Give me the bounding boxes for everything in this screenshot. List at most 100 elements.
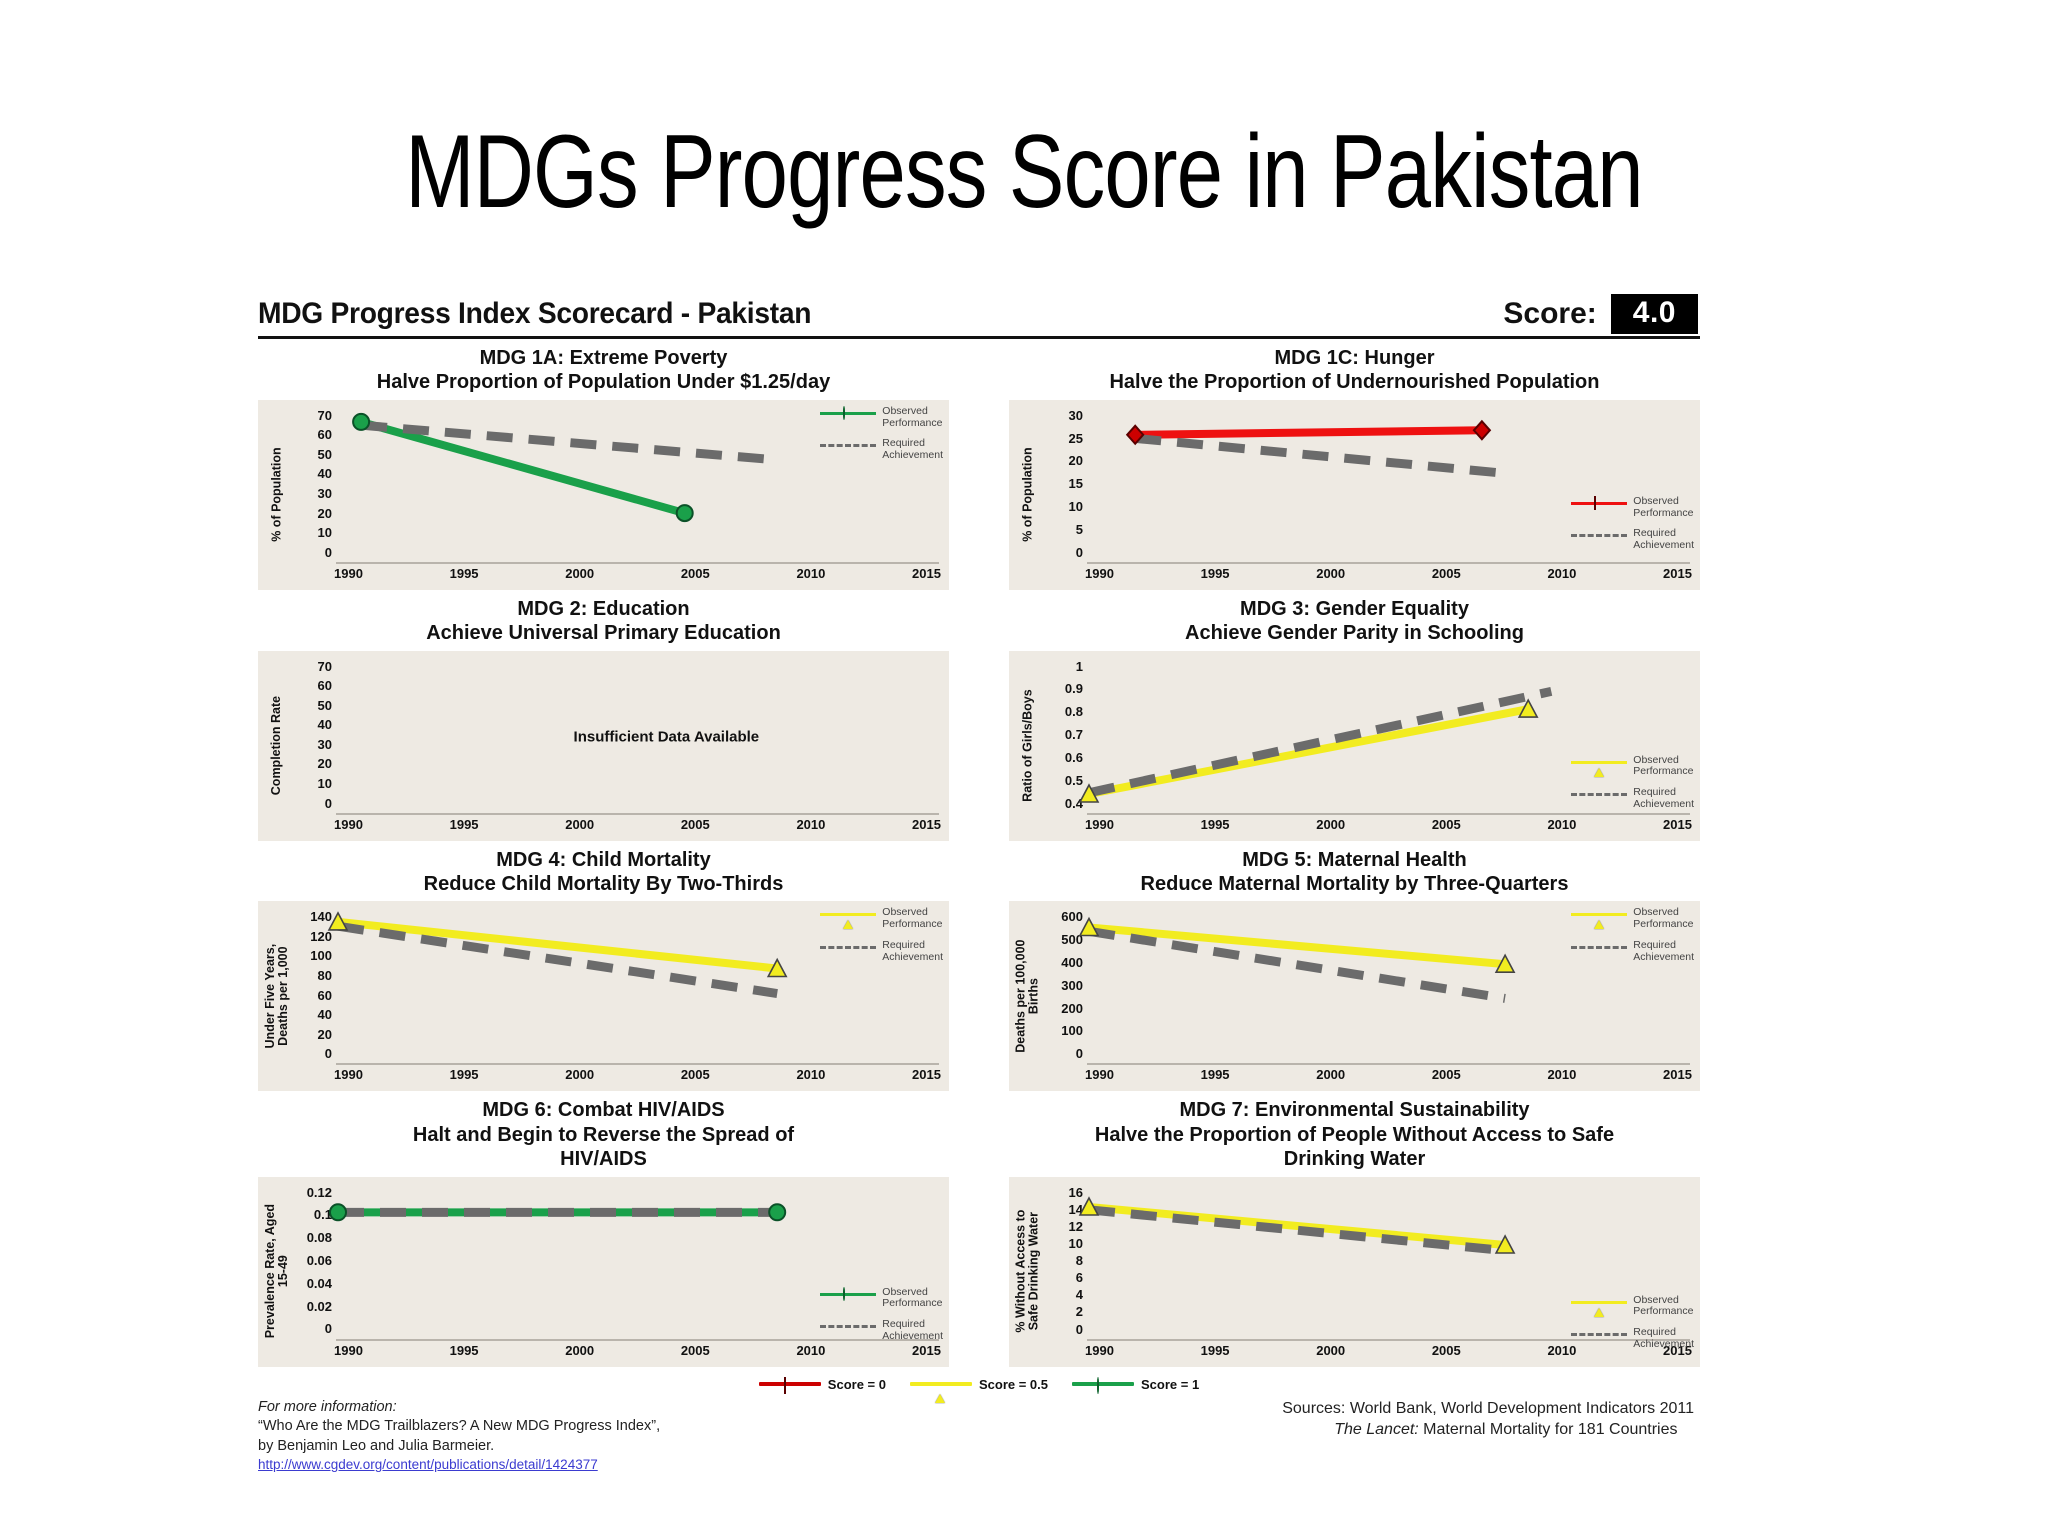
legend-observed-l2: Performance (1633, 765, 1694, 778)
y-axis-label-mdg4: Under Five Years, Deaths per 1,000 (262, 944, 290, 1049)
ytick: 0.9 (1064, 681, 1083, 697)
circle-marker-icon (1097, 1377, 1100, 1395)
ytick: 10 (1068, 499, 1083, 515)
y-axis-ticks-mdg1c: 30 25 20 15 10 5 0 (1041, 408, 1083, 560)
score0-label: Score = 0 (827, 1376, 886, 1392)
legend-observed-l1: Observed (882, 1285, 928, 1298)
series-observed (1089, 1206, 1505, 1244)
xtick: 2000 (565, 816, 595, 832)
legend-observed: Observed Performance (820, 906, 943, 931)
chart-plot-mdg4: Under Five Years, Deaths per 1,000 140 120… (258, 901, 949, 1092)
ytick: 20 (1068, 453, 1083, 469)
ytick: 6 (1075, 1270, 1083, 1286)
ytick: 500 (1061, 932, 1083, 948)
data-point (1078, 782, 1100, 803)
plot-svg-mdg7 (1089, 1187, 1690, 1339)
data-point (1472, 419, 1492, 441)
legend-observed-l1: Observed (882, 906, 928, 919)
ytick: 0.08 (306, 1230, 332, 1246)
chart-subtitle2-mdg6: HIV/AIDS (560, 1148, 647, 1171)
chart-title-mdg7: MDG 7: Environmental Sustainability (1179, 1099, 1530, 1122)
series-observed (361, 422, 685, 513)
data-point (1078, 917, 1100, 937)
xtick: 1990 (1085, 1342, 1114, 1358)
plot-area-mdg5 (1078, 911, 1690, 1063)
chart-subtitle-mdg7: Halve the Proportion of People Without A… (1094, 1123, 1615, 1146)
chart-legend-mdg5: Observed Performance Required Achievement (1571, 906, 1694, 972)
ytick: 0.06 (306, 1253, 332, 1268)
score05-label: Score = 0.5 (978, 1376, 1049, 1392)
series-observed (1089, 928, 1505, 965)
chart-plot-mdg6: Prevalence Rate, Aged 15-49 0.12 0.1 0.08 0.… (258, 1176, 949, 1367)
plot-area-mdg2: Insufficient Data Available (338, 661, 939, 813)
xtick: 2000 (1316, 1067, 1346, 1083)
sources-line-1: Sources: World Bank, World Development I… (1282, 1399, 1694, 1417)
ytick: 20 (317, 756, 332, 772)
legend-observed-l2: Performance (1633, 506, 1694, 519)
xtick: 2010 (796, 1067, 826, 1083)
chart-subtitle-mdg5: Reduce Maternal Mortality by Three-Quart… (1140, 872, 1569, 895)
plot-svg-mdg4 (338, 911, 939, 1063)
legend-required-l1: Required (1633, 527, 1676, 540)
legend-observed: Observed Performance (1571, 906, 1694, 931)
xtick: 1990 (1085, 816, 1114, 832)
legend-required-l2: Achievement (882, 449, 943, 462)
xtick: 2015 (912, 1342, 941, 1358)
mdg-scorecard: MDG Progress Index Scorecard - Pakistan … (258, 292, 1700, 1492)
legend-required: Required Achievement (1571, 786, 1694, 811)
ytick: 0 (1075, 1321, 1083, 1337)
xtick: 1990 (334, 816, 363, 832)
legend-observed-l2: Performance (882, 918, 943, 931)
ytick: 20 (317, 1026, 332, 1042)
ytick: 8 (1075, 1253, 1083, 1269)
y-axis-ticks-mdg4: 140 120 100 80 60 40 20 0 (290, 909, 332, 1061)
series-observed (1089, 709, 1528, 794)
chart-plot-mdg7: % Without Access to Safe Drinking Water 1… (1009, 1176, 1700, 1367)
xtick: 1990 (1085, 565, 1114, 581)
chart-subtitle-mdg1c: Halve the Proportion of Undernourished P… (1109, 371, 1600, 394)
publication-link[interactable]: http://www.cgdev.org/content/publication… (258, 1457, 598, 1473)
chart-cell-mdg1c: MDG 1C: Hunger Halve the Proportion of U… (1009, 339, 1700, 590)
legend-required: Required Achievement (1571, 1326, 1694, 1351)
x-axis-ticks-mdg6: 1990 1995 2000 2005 2010 2015 (334, 1343, 941, 1363)
plot-area-mdg3 (1078, 661, 1690, 813)
y-axis-label-mdg3: Ratio of Girls/Boys (1020, 689, 1035, 802)
legend-required-l1: Required (1633, 786, 1676, 799)
plot-markers-mdg1c (1125, 419, 1492, 446)
data-point (1494, 1233, 1516, 1254)
plot-markers-mdg4 (327, 911, 788, 978)
legend-observed-l1: Observed (1633, 906, 1679, 919)
chart-legend-mdg4: Observed Performance Required Achievement (820, 906, 943, 972)
data-point (352, 412, 371, 431)
xtick: 2000 (1316, 1342, 1346, 1358)
x-axis-line-mdg1c (1087, 561, 1690, 564)
xtick: 2010 (1547, 565, 1577, 581)
ytick: 0 (324, 1321, 332, 1337)
ytick: 2 (1075, 1304, 1083, 1320)
chart-cell-mdg6: MDG 6: Combat HIV/AIDS Halt and Begin to… (258, 1091, 949, 1367)
chart-grid: MDG 1A: Extreme Poverty Halve Proportion… (258, 339, 1700, 1367)
plot-area-mdg1a (338, 410, 939, 562)
ytick: 50 (317, 697, 332, 713)
chart-subtitle-mdg3: Achieve Gender Parity in Schooling (1185, 622, 1524, 645)
chart-cell-mdg3: MDG 3: Gender Equality Achieve Gender Pa… (1009, 590, 1700, 841)
plot-svg-mdg1a (338, 410, 939, 562)
xtick: 1995 (449, 1067, 479, 1083)
ytick: 1 (1075, 658, 1083, 674)
xtick: 2015 (912, 1067, 941, 1083)
score-badge: 4.0 (1610, 293, 1698, 335)
chart-title-mdg6: MDG 6: Combat HIV/AIDS (482, 1099, 725, 1122)
scorecard-title: MDG Progress Index Scorecard - Pakistan (258, 297, 812, 330)
ytick: 80 (317, 968, 332, 984)
legend-observed-l1: Observed (1633, 753, 1679, 766)
xtick: 2005 (1431, 1067, 1461, 1083)
plot-area-mdg6 (329, 1187, 939, 1339)
xtick: 1995 (449, 1342, 479, 1358)
x-axis-line-mdg1a (336, 561, 939, 564)
legend-required: Required Achievement (1571, 527, 1694, 552)
ytick: 16 (1068, 1184, 1083, 1200)
chart-legend-mdg7: Observed Performance Required Achievement (1571, 1294, 1694, 1360)
data-point (1078, 1195, 1100, 1216)
chart-plot-mdg2: Completion Rate 70 60 50 40 30 20 10 0 Insuffic… (258, 650, 949, 841)
x-axis-ticks-mdg1a: 1990 1995 2000 2005 2010 2015 (334, 566, 941, 586)
